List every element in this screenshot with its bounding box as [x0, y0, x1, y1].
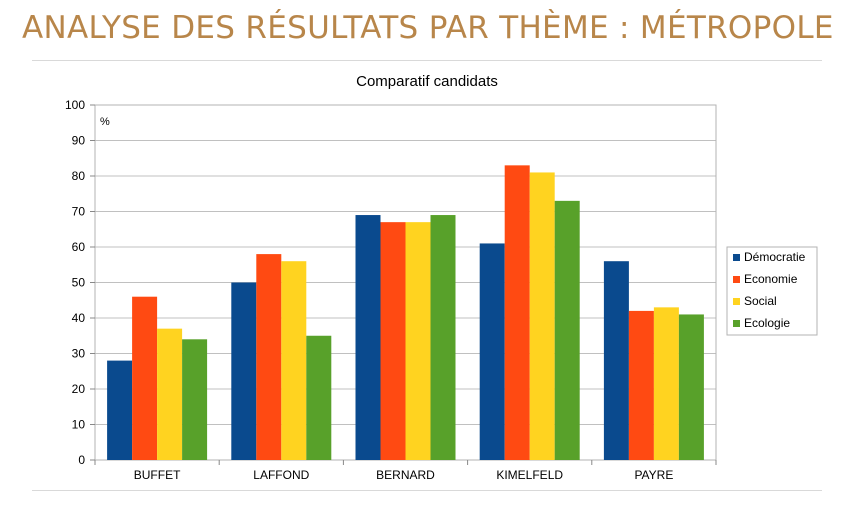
bar-laffond-2: [281, 261, 307, 460]
y-tick-label: 90: [72, 134, 86, 148]
x-tick-label: BUFFET: [134, 468, 181, 482]
chart-title: Comparatif candidats: [356, 73, 498, 90]
y-tick-label: 70: [72, 205, 86, 219]
legend-swatch: [733, 298, 740, 305]
legend-label: Economie: [744, 272, 798, 286]
y-tick-label: 30: [72, 347, 86, 361]
bar-buffet-1: [132, 296, 158, 460]
title-divider: [32, 60, 822, 61]
bar-kimelfeld-3: [554, 200, 580, 460]
bar-kimelfeld-1: [504, 165, 530, 460]
y-axis-unit-label: %: [100, 116, 110, 128]
y-tick-label: 20: [72, 382, 86, 396]
bar-kimelfeld-0: [479, 243, 505, 460]
slide-title: ANALYSE DES RÉSULTATS PAR THÈME : MÉTROP…: [22, 10, 834, 46]
x-tick-label: BERNARD: [376, 468, 435, 482]
y-tick-label: 10: [72, 418, 86, 432]
y-tick-label: 60: [72, 240, 86, 254]
bar-payre-3: [678, 314, 704, 460]
bars: [107, 165, 704, 460]
bar-laffond-0: [231, 282, 257, 460]
bar-bernard-2: [405, 222, 431, 460]
legend-swatch: [733, 320, 740, 327]
bar-laffond-3: [306, 335, 332, 460]
legend-label: Démocratie: [744, 250, 806, 264]
bar-bernard-1: [380, 222, 406, 460]
bar-bernard-0: [355, 215, 381, 460]
bar-payre-0: [603, 261, 629, 460]
legend-label: Ecologie: [744, 316, 790, 330]
x-tick-label: KIMELFELD: [496, 468, 563, 482]
bar-buffet-2: [157, 328, 183, 460]
y-tick-label: 80: [72, 169, 86, 183]
legend-swatch: [733, 254, 740, 261]
y-tick-label: 40: [72, 311, 86, 325]
x-axis-labels: BUFFET LAFFOND BERNARD KIMELFELD PAYRE: [94, 460, 717, 482]
footer-divider: [32, 490, 822, 491]
x-tick-label: PAYRE: [634, 468, 673, 482]
x-tick-label: LAFFOND: [253, 468, 309, 482]
bar-buffet-3: [182, 339, 208, 460]
bar-payre-1: [628, 310, 654, 460]
legend-label: Social: [744, 294, 777, 308]
legend-swatch: [733, 276, 740, 283]
bar-buffet-0: [107, 360, 133, 460]
bar-payre-2: [653, 307, 679, 460]
bar-kimelfeld-2: [529, 172, 555, 460]
bar-bernard-3: [430, 215, 456, 460]
y-tick-label: 0: [78, 453, 85, 467]
y-tick-label: 50: [72, 276, 86, 290]
legend-box: [726, 246, 818, 336]
bar-laffond-1: [256, 254, 282, 460]
y-tick-label: 100: [65, 98, 85, 112]
y-axis-ticks: 0 10 20 30 40 50 60 70 80 90 100: [65, 98, 95, 467]
legend: Démocratie Economie Social Ecologie: [726, 246, 818, 336]
